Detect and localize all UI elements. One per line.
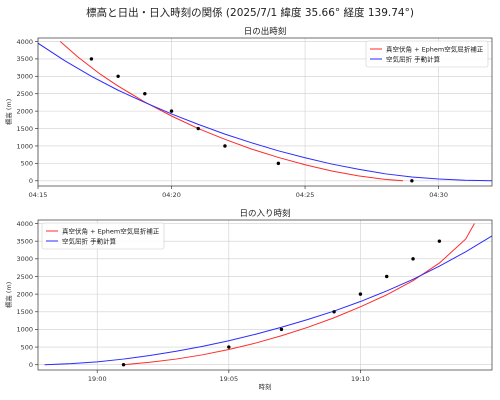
sunset-ytick-label: 500 bbox=[21, 343, 33, 351]
sunrise-observation-point bbox=[169, 109, 174, 113]
sunrise-observation-point bbox=[276, 161, 281, 166]
sunset-xlabel: 時刻 bbox=[259, 382, 272, 391]
sunset-ytick-label: 1000 bbox=[16, 326, 33, 334]
sunrise-ylabel: 標高 (m) bbox=[4, 99, 13, 125]
sunset-observation-point bbox=[358, 292, 363, 296]
sunset-ytick-label: 1500 bbox=[16, 308, 33, 316]
sunrise-ticks: 04:15 04:20 04:25 04:30 0 500 1000 1500 2000 2500… bbox=[16, 38, 448, 199]
sunset-legend-label: 真空伏角 + Ephem空気屈折補正 bbox=[62, 226, 160, 235]
sunset-ticks: 19:00 19:05 19:10 0 500 1000 1500 2000 2500 3000 3… bbox=[16, 220, 369, 383]
sunset-legend-label: 空気屈折 手動計算 bbox=[62, 236, 117, 245]
sunset-series bbox=[44, 223, 492, 367]
sunrise-xtick-label: 04:25 bbox=[296, 191, 315, 199]
sunrise-ytick-label: 3500 bbox=[16, 55, 33, 63]
sunrise-observation-point bbox=[223, 144, 227, 148]
sunset-panel-title: 日の入り時刻 bbox=[239, 208, 290, 219]
sunrise-legend-box bbox=[365, 40, 489, 68]
sunrise-ytick-label: 4000 bbox=[16, 38, 33, 46]
sunset-xtick-label: 19:05 bbox=[219, 375, 238, 383]
sunrise-ytick-label: 2500 bbox=[16, 90, 33, 98]
sunset-series-line-manual bbox=[44, 235, 492, 366]
sunset-plot-frame bbox=[37, 219, 493, 371]
sunset-panel: 日の入り時刻 19:00 19:05 19:10 0 500 1000 1500 2000 25… bbox=[4, 208, 493, 391]
sunrise-legend-label: 空気屈折 手動計算 bbox=[386, 54, 441, 63]
sunrise-observation-point bbox=[143, 92, 147, 96]
sunrise-xtick-label: 04:20 bbox=[162, 191, 181, 199]
sunset-observation-point bbox=[411, 257, 415, 261]
sunrise-ytick-label: 1000 bbox=[16, 142, 33, 150]
sunrise-ytick-label: 2000 bbox=[16, 107, 33, 115]
sunset-ytick-label: 3000 bbox=[16, 255, 33, 263]
sunrise-series-line-ephem bbox=[59, 41, 404, 182]
sunset-observation-point bbox=[437, 239, 442, 243]
sunset-ytick-label: 2000 bbox=[16, 290, 33, 298]
sunset-series-line-ephem bbox=[123, 223, 475, 366]
sunset-observation-point bbox=[121, 363, 126, 367]
sunrise-observation-point bbox=[116, 74, 120, 79]
sunset-ylabel: 標高 (m) bbox=[4, 282, 13, 308]
sunrise-series bbox=[38, 41, 492, 183]
sunset-legend-box bbox=[41, 222, 165, 250]
sunset-xtick-label: 19:00 bbox=[88, 375, 107, 383]
sunrise-ytick-label: 0 bbox=[29, 177, 33, 185]
sunset-observation-point bbox=[332, 310, 336, 314]
sunrise-panel: 日の出時刻 04:15 04:20 04:25 04:30 0 500 1000 1500 20… bbox=[4, 26, 493, 199]
sunset-observation-point bbox=[385, 274, 389, 279]
sunrise-panel-title: 日の出時刻 bbox=[244, 26, 287, 37]
sunrise-observation-point bbox=[196, 126, 200, 131]
sunset-ytick-label: 4000 bbox=[16, 220, 33, 228]
sunset-observation-point bbox=[279, 327, 284, 332]
sunrise-xtick-label: 04:30 bbox=[429, 191, 448, 199]
sunrise-ytick-label: 500 bbox=[21, 160, 33, 168]
sunset-ytick-label: 2500 bbox=[16, 273, 33, 281]
sunset-observation-point bbox=[227, 345, 231, 349]
sunrise-observation-point bbox=[89, 57, 94, 61]
sunrise-legend-label: 真空伏角 + Ephem空気屈折補正 bbox=[386, 44, 484, 53]
sunrise-ytick-label: 3000 bbox=[16, 73, 33, 81]
sunrise-plot-frame bbox=[37, 37, 493, 187]
sunset-ytick-label: 0 bbox=[29, 361, 33, 369]
sunrise-xtick-label: 04:15 bbox=[29, 191, 48, 199]
sunrise-ytick-label: 1500 bbox=[16, 125, 33, 133]
figure-suptitle: 標高と日出・日入時刻の関係 (2025/7/1 緯度 35.66° 経度 139… bbox=[86, 6, 414, 19]
sunset-xtick-label: 19:10 bbox=[351, 375, 370, 383]
sunrise-series-line-manual bbox=[38, 42, 492, 182]
sunset-ytick-label: 3500 bbox=[16, 237, 33, 245]
sunrise-observation-point bbox=[410, 179, 414, 183]
